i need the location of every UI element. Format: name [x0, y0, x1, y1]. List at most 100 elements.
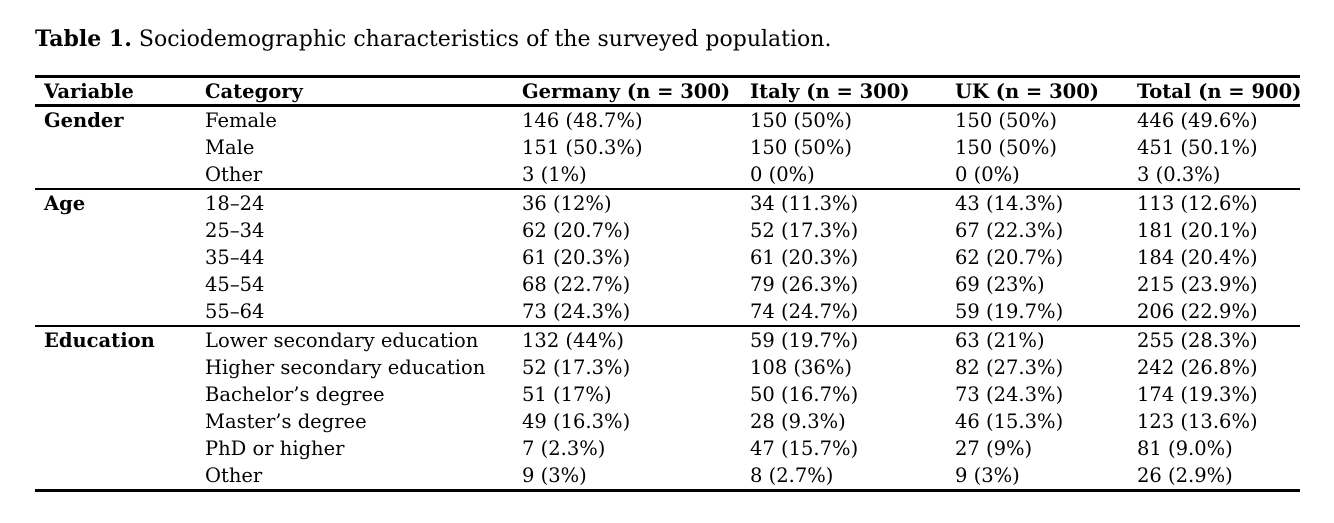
variable-cell-empty	[35, 271, 196, 298]
category-cell: PhD or higher	[205, 437, 345, 460]
table-row: 25–34 62 (20.7%) 52 (17.3%) 67 (22.3%) 1…	[35, 217, 1300, 244]
variable-cell: Education	[44, 329, 155, 352]
table-caption-text: Sociodemographic characteristics of the …	[138, 27, 832, 52]
variable-cell-empty	[35, 217, 196, 244]
column-header-italy: Italy (n = 300)	[750, 79, 910, 103]
germany-cell: 36 (12%)	[522, 192, 612, 215]
uk-cell: 150 (50%)	[955, 136, 1057, 159]
section-age: Age 18–24 36 (12%) 34 (11.3%) 43 (14.3%)…	[35, 189, 1300, 326]
table-caption: Table 1. Sociodemographic characteristic…	[35, 24, 831, 55]
table-caption-label: Table 1.	[35, 26, 132, 52]
italy-cell: 74 (24.7%)	[750, 300, 859, 323]
germany-cell: 9 (3%)	[522, 464, 587, 487]
total-cell: 184 (20.4%)	[1137, 246, 1258, 269]
total-cell: 255 (28.3%)	[1137, 329, 1258, 352]
table-row: 45–54 68 (22.7%) 79 (26.3%) 69 (23%) 215…	[35, 271, 1300, 298]
category-cell: Lower secondary education	[205, 329, 479, 352]
table-row: Higher secondary education 52 (17.3%) 10…	[35, 354, 1300, 381]
table-row: Bachelor’s degree 51 (17%) 50 (16.7%) 73…	[35, 381, 1300, 408]
italy-cell: 150 (50%)	[750, 136, 852, 159]
total-cell: 81 (9.0%)	[1137, 437, 1233, 460]
table-header: Variable Category Germany (n = 300) Ital…	[35, 77, 1300, 106]
category-cell: 45–54	[205, 273, 265, 296]
uk-cell: 43 (14.3%)	[955, 192, 1064, 215]
germany-cell: 49 (16.3%)	[522, 410, 631, 433]
variable-cell-empty	[35, 354, 196, 381]
total-cell: 26 (2.9%)	[1137, 464, 1233, 487]
germany-cell: 146 (48.7%)	[522, 109, 643, 132]
variable-cell-empty	[35, 134, 196, 161]
italy-cell: 34 (11.3%)	[750, 192, 859, 215]
variable-cell-empty	[35, 408, 196, 435]
category-cell: Bachelor’s degree	[205, 383, 385, 406]
total-cell: 113 (12.6%)	[1137, 192, 1258, 215]
column-header-germany: Germany (n = 300)	[522, 79, 731, 103]
total-cell: 3 (0.3%)	[1137, 163, 1221, 186]
italy-cell: 108 (36%)	[750, 356, 852, 379]
italy-cell: 0 (0%)	[750, 163, 815, 186]
variable-cell-empty	[35, 161, 196, 189]
variable-cell-empty	[35, 298, 196, 326]
section-education: Education Lower secondary education 132 …	[35, 326, 1300, 491]
category-cell: Master’s degree	[205, 410, 367, 433]
section-gender: Gender Female 146 (48.7%) 150 (50%) 150 …	[35, 106, 1300, 190]
table-row: Education Lower secondary education 132 …	[35, 326, 1300, 354]
category-cell: 25–34	[205, 219, 265, 242]
variable-cell-empty	[35, 244, 196, 271]
italy-cell: 28 (9.3%)	[750, 410, 846, 433]
uk-cell: 150 (50%)	[955, 109, 1057, 132]
table-row: Master’s degree 49 (16.3%) 28 (9.3%) 46 …	[35, 408, 1300, 435]
italy-cell: 52 (17.3%)	[750, 219, 859, 242]
table-row: Age 18–24 36 (12%) 34 (11.3%) 43 (14.3%)…	[35, 189, 1300, 217]
germany-cell: 52 (17.3%)	[522, 356, 631, 379]
column-header-uk: UK (n = 300)	[955, 79, 1099, 103]
uk-cell: 46 (15.3%)	[955, 410, 1064, 433]
total-cell: 174 (19.3%)	[1137, 383, 1258, 406]
italy-cell: 59 (19.7%)	[750, 329, 859, 352]
total-cell: 215 (23.9%)	[1137, 273, 1258, 296]
italy-cell: 79 (26.3%)	[750, 273, 859, 296]
table-row: Other 3 (1%) 0 (0%) 0 (0%) 3 (0.3%)	[35, 161, 1300, 189]
column-header-category: Category	[205, 79, 303, 103]
total-cell: 451 (50.1%)	[1137, 136, 1258, 159]
category-cell: Female	[205, 109, 277, 132]
variable-cell-empty	[35, 462, 196, 491]
uk-cell: 69 (23%)	[955, 273, 1045, 296]
uk-cell: 73 (24.3%)	[955, 383, 1064, 406]
germany-cell: 73 (24.3%)	[522, 300, 631, 323]
uk-cell: 59 (19.7%)	[955, 300, 1064, 323]
uk-cell: 82 (27.3%)	[955, 356, 1064, 379]
table-row: 55–64 73 (24.3%) 74 (24.7%) 59 (19.7%) 2…	[35, 298, 1300, 326]
category-cell: 55–64	[205, 300, 265, 323]
uk-cell: 9 (3%)	[955, 464, 1020, 487]
total-cell: 123 (13.6%)	[1137, 410, 1258, 433]
germany-cell: 61 (20.3%)	[522, 246, 631, 269]
table-row: Male 151 (50.3%) 150 (50%) 150 (50%) 451…	[35, 134, 1300, 161]
total-cell: 181 (20.1%)	[1137, 219, 1258, 242]
germany-cell: 51 (17%)	[522, 383, 612, 406]
variable-cell: Gender	[44, 109, 124, 132]
germany-cell: 68 (22.7%)	[522, 273, 631, 296]
total-cell: 242 (26.8%)	[1137, 356, 1258, 379]
italy-cell: 50 (16.7%)	[750, 383, 859, 406]
italy-cell: 47 (15.7%)	[750, 437, 859, 460]
germany-cell: 151 (50.3%)	[522, 136, 643, 159]
category-cell: Male	[205, 136, 255, 159]
column-header-total: Total (n = 900)	[1137, 79, 1300, 103]
italy-cell: 61 (20.3%)	[750, 246, 859, 269]
category-cell: Other	[205, 163, 263, 186]
germany-cell: 62 (20.7%)	[522, 219, 631, 242]
sociodemographics-table: Variable Category Germany (n = 300) Ital…	[35, 75, 1300, 492]
category-cell: 35–44	[205, 246, 265, 269]
variable-cell: Age	[44, 192, 86, 215]
uk-cell: 67 (22.3%)	[955, 219, 1064, 242]
total-cell: 206 (22.9%)	[1137, 300, 1258, 323]
uk-cell: 0 (0%)	[955, 163, 1020, 186]
category-cell: Higher secondary education	[205, 356, 486, 379]
italy-cell: 150 (50%)	[750, 109, 852, 132]
italy-cell: 8 (2.7%)	[750, 464, 834, 487]
uk-cell: 27 (9%)	[955, 437, 1033, 460]
total-cell: 446 (49.6%)	[1137, 109, 1258, 132]
uk-cell: 62 (20.7%)	[955, 246, 1064, 269]
